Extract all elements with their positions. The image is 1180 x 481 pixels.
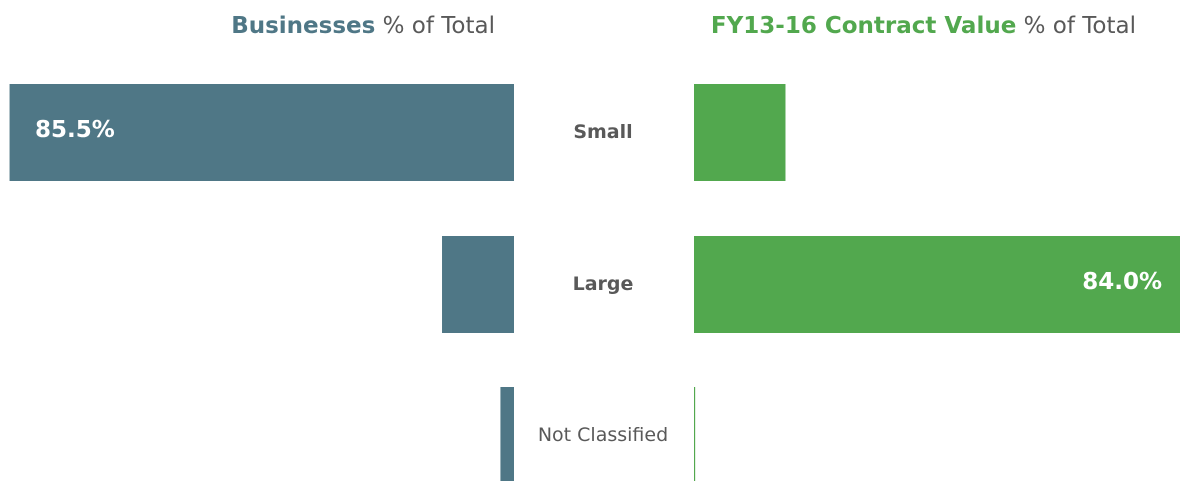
bar	[694, 84, 786, 181]
title-highlight: FY13-16 Contract Value	[711, 13, 1016, 39]
category-label: Small	[573, 121, 632, 143]
bar	[694, 387, 696, 481]
bar	[442, 236, 514, 333]
bar	[9, 84, 515, 181]
bar	[694, 236, 1180, 333]
bar	[500, 387, 514, 481]
title-highlight: Businesses	[231, 13, 375, 39]
title-suffix: % of Total	[1024, 13, 1136, 39]
category-label: Large	[573, 273, 634, 295]
chart-title: FY13-16 Contract Value % of Total	[711, 13, 1136, 39]
value-label: 85.5%	[35, 117, 115, 143]
value-label: 84.0%	[1082, 269, 1162, 295]
title-suffix: % of Total	[383, 13, 495, 39]
chart-title: Businesses % of Total	[231, 13, 495, 39]
category-label: Not Classified	[538, 424, 668, 446]
